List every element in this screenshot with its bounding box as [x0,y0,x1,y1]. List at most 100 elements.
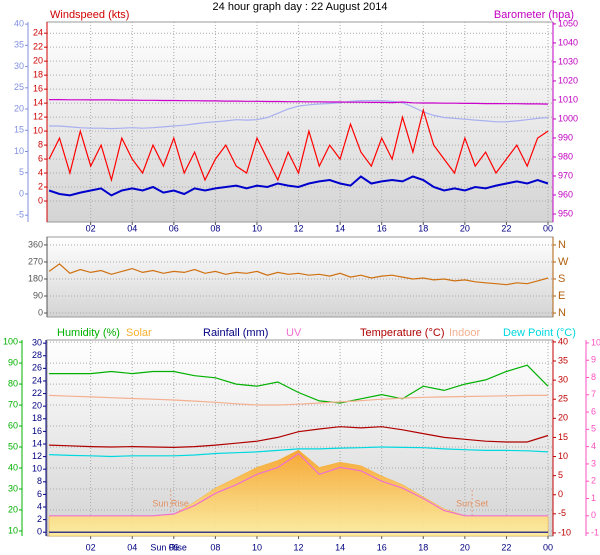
x-tick-label: 04 [127,542,137,552]
tick-label: 24 [32,375,42,385]
tick-label: 20 [32,401,42,411]
x-tick-label: 16 [377,542,387,552]
tick-label: 0 [37,527,42,537]
x-tick-label: 00 [543,223,553,233]
tick-label: 30 [14,61,24,71]
legend-entry: Dew Point (°C) [503,327,576,339]
tick-label: 970 [558,170,573,180]
tick-label: 1030 [558,56,578,66]
series-line [49,99,549,105]
x-tick-label: 10 [252,223,262,233]
tick-label: 360 [28,239,43,249]
x-tick-label: 18 [418,223,428,233]
tick-label: 6 [591,406,596,416]
tick-label: 50 [8,441,18,451]
tick-label: 14 [32,438,42,448]
tick-label: 10 [558,451,568,461]
x-tick-label: 12 [294,542,304,552]
tick-label: 40 [558,336,568,346]
sun-axis-label: Sun Rise [150,542,187,552]
tick-label: 1020 [558,75,578,85]
x-tick-label: 18 [418,542,428,552]
tick-label: 90 [8,357,18,367]
tick-label: 950 [558,208,573,218]
tick-label: 10 [8,525,18,535]
tick-label: 100 [3,336,18,346]
legend-entry: UV [286,327,302,339]
tick-label: 2 [37,514,42,524]
x-tick-label: 02 [86,542,96,552]
tick-label: 1000 [558,113,578,123]
tick-label: 2 [38,181,43,191]
tick-label: -1 [591,527,599,537]
y-axis-label: Windspeed (kts) [50,9,129,21]
tick-label: 90 [33,290,43,300]
tick-label: 8 [591,372,596,382]
tick-label: 7 [591,389,596,399]
x-tick-label: 06 [169,223,179,233]
x-tick-label: 12 [294,223,304,233]
x-tick-label: 04 [127,223,137,233]
tick-label: 9 [591,355,596,365]
tick-label: 25 [14,82,24,92]
tick-label: 4 [38,167,43,177]
series-line [49,100,549,130]
tick-label: 8 [38,139,43,149]
tick-label: N [558,307,566,319]
tick-label: 22 [32,388,42,398]
tick-label: 25 [558,394,568,404]
tick-label: 40 [8,462,18,472]
x-tick-label: 10 [252,542,262,552]
tick-label: 0 [558,489,563,499]
tick-label: 980 [558,151,573,161]
legend-entry: Rainfall (mm) [203,327,268,339]
tick-label: 180 [28,273,43,283]
tick-label: E [558,290,565,302]
tick-label: 1 [591,493,596,503]
sun-label: Sun Set [456,498,489,508]
tick-label: 15 [14,125,24,135]
x-tick-label: 16 [377,223,387,233]
tick-label: 5 [19,167,24,177]
x-tick-label: 02 [86,223,96,233]
tick-label: N [558,239,566,251]
y2-axis-label: Barometer (hpa) [494,9,574,21]
tick-label: -5 [558,508,566,518]
tick-label: -5 [16,210,24,220]
x-tick-label: 14 [335,542,345,552]
tick-label: 3 [591,458,596,468]
tick-label: 80 [8,378,18,388]
legend-entry: Temperature (°C) [360,327,444,339]
tick-label: S [558,273,565,285]
tick-label: 14 [33,97,43,107]
tick-label: 24 [33,28,43,38]
plot-area [46,21,554,223]
x-tick-label: 00 [543,542,553,552]
tick-label: 18 [32,413,42,423]
series-line [49,426,549,449]
tick-label: 20 [8,504,18,514]
tick-label: 60 [8,420,18,430]
sun-label: Sun Rise [152,498,189,508]
tick-label: 12 [33,111,43,121]
legend-entry: Solar [126,327,152,339]
series-line [48,107,549,183]
tick-label: 0 [19,188,24,198]
tick-label: 28 [32,350,42,360]
x-tick-label: 08 [210,542,220,552]
title: 24 hour graph day : 22 August 2014 [213,1,388,13]
tick-label: 20 [558,413,568,423]
tick-label: 1040 [558,37,578,47]
tick-label: 10 [32,464,42,474]
series-line [48,175,549,197]
tick-label: -10 [558,527,571,537]
tick-label: 0 [38,195,43,205]
tick-label: 10 [33,125,43,135]
tick-label: 20 [33,56,43,66]
series-line [49,446,549,458]
tick-label: 22 [33,42,43,52]
tick-label: 4 [591,441,596,451]
tick-label: 30 [8,483,18,493]
legend-entry: Indoor [449,327,481,339]
